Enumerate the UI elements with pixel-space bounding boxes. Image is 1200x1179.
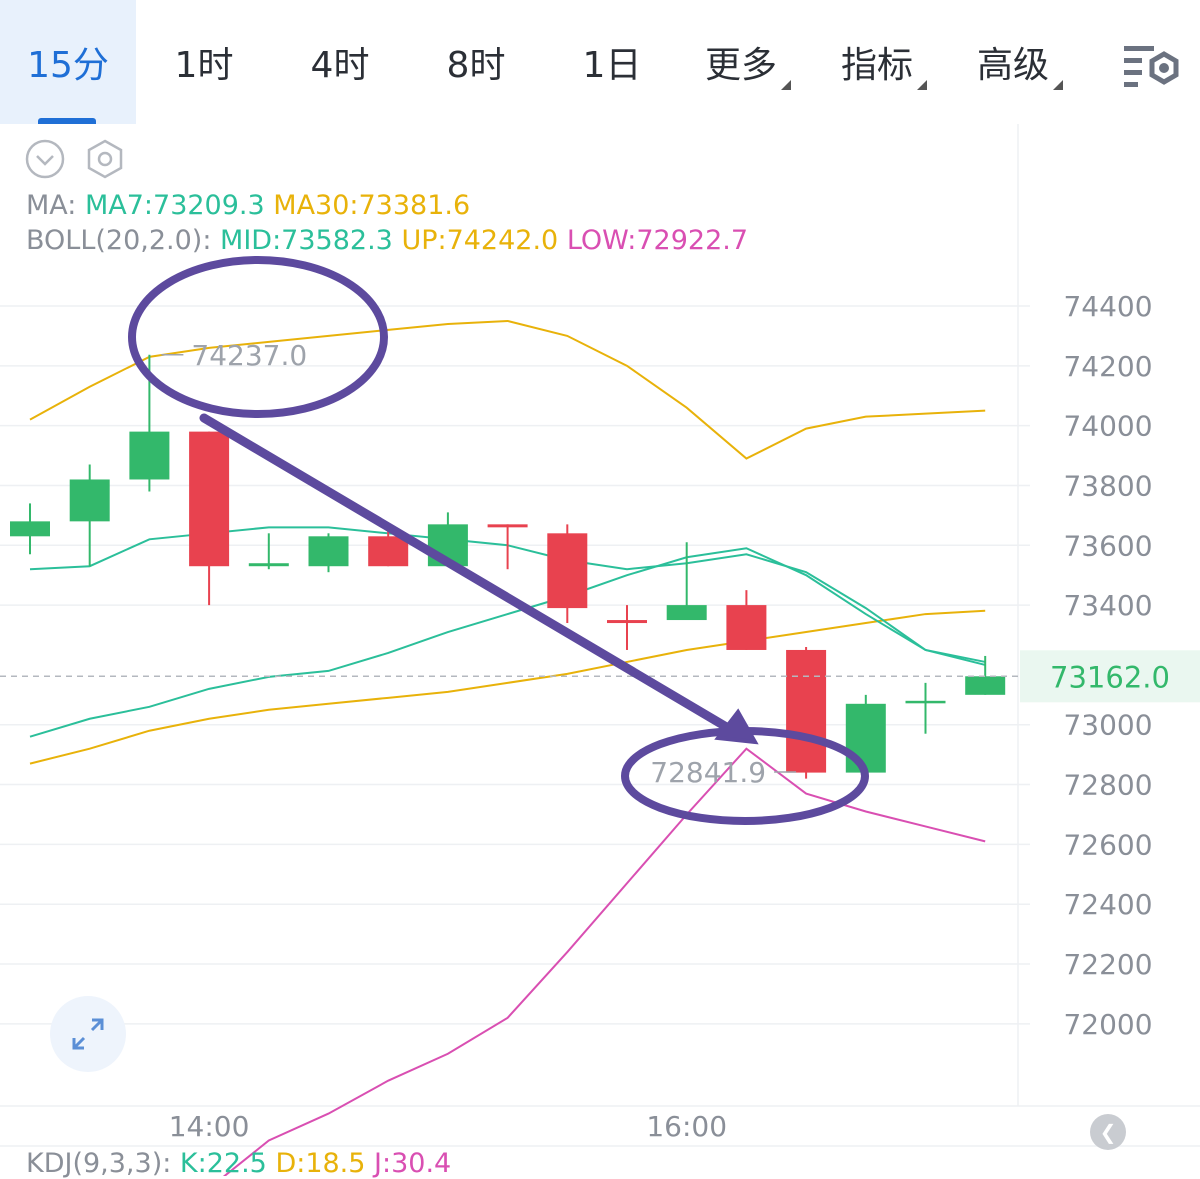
boll-legend-prefix: BOLL(20,2.0): — [26, 225, 212, 256]
annotation-arrow-shaft — [199, 413, 750, 743]
low-marker-label: 72841.9 — [650, 756, 766, 789]
candle-up — [905, 700, 946, 704]
kdj-k-value: K:22.5 — [179, 1148, 267, 1179]
dropdown-caret-icon — [1053, 80, 1063, 90]
candle-down — [547, 533, 588, 609]
tab-label: 指标 — [840, 45, 913, 86]
y-tick-label: 74400 — [1063, 290, 1152, 323]
tab-label: 1时 — [174, 45, 234, 86]
dropdown-caret-icon — [781, 80, 791, 90]
kdj-legend: KDJ(9,3,3): K:22.5 D:18.5 J:30.4 — [26, 1148, 451, 1179]
ma7-value: MA7:73209.3 — [84, 190, 265, 221]
tab-label: 8时 — [446, 45, 506, 86]
tab-0[interactable]: 15分 — [0, 0, 136, 124]
candle-down — [786, 649, 827, 773]
tab-4[interactable]: 1日 — [544, 0, 680, 124]
boll-up-value: UP:74242.0 — [401, 225, 559, 256]
y-tick-label: 73400 — [1063, 589, 1152, 622]
candle-down — [368, 536, 409, 567]
boll-up-line — [29, 319, 986, 460]
y-tick-label: 72400 — [1063, 888, 1152, 921]
timeframe-toolbar: 15分 1时 4时 8时 1日 更多 指标 高级 — [0, 0, 1200, 124]
tab-label: 1日 — [582, 45, 642, 86]
y-tick-label: 73600 — [1063, 529, 1152, 562]
candle-up — [845, 703, 886, 773]
tab-1[interactable]: 1时 — [136, 0, 272, 124]
tab-label: 15分 — [27, 45, 109, 86]
y-tick-label: 72000 — [1063, 1008, 1152, 1041]
ma-legend: MA: MA7:73209.3 MA30:73381.6 — [26, 190, 470, 221]
candlestick-chart[interactable]: 74400 74200 74000 73800 73600 73400 73000 72800… — [0, 124, 1200, 1176]
chart-settings-icon[interactable] — [1122, 40, 1182, 96]
annotation-arrow-head — [714, 708, 759, 745]
kdj-j-value: J:30.4 — [374, 1148, 452, 1179]
boll-low-value: LOW:72922.7 — [566, 225, 749, 256]
high-marker-label: 74237.0 — [191, 339, 307, 372]
indicator-settings-icon[interactable] — [84, 138, 126, 180]
boll-mid-value: MID:73582.3 — [220, 225, 393, 256]
candle-down — [487, 524, 528, 528]
candle-up — [965, 676, 1006, 695]
candle-up — [69, 479, 110, 522]
current-price-label: 73162.0 — [1050, 660, 1170, 694]
x-tick-label: 14:00 — [169, 1110, 250, 1143]
boll-legend: BOLL(20,2.0): MID:73582.3 UP:74242.0 LOW… — [26, 225, 748, 256]
expand-icon — [72, 1018, 104, 1050]
kdj-d-value: D:18.5 — [275, 1148, 366, 1179]
annotation-high-circle — [128, 256, 388, 418]
overlay-controls — [24, 138, 126, 180]
tab-7[interactable]: 高级 — [952, 0, 1088, 124]
collapse-icon[interactable] — [24, 138, 66, 180]
y-tick-label: 74200 — [1063, 350, 1152, 383]
y-tick-label: 73000 — [1063, 709, 1152, 742]
scroll-to-latest-button[interactable]: ❮ — [1090, 1114, 1126, 1150]
y-tick-label: 72600 — [1063, 828, 1152, 861]
y-tick-label: 72800 — [1063, 769, 1152, 802]
candle-up — [248, 563, 289, 567]
ma30-value: MA30:73381.6 — [273, 190, 471, 221]
candle-up — [666, 605, 707, 621]
current-price-tag — [1020, 650, 1200, 703]
candle-up — [308, 536, 349, 567]
ma7-line — [29, 547, 986, 738]
tab-6[interactable]: 指标 — [816, 0, 952, 124]
active-tab-indicator — [38, 118, 96, 124]
kdj-legend-prefix: KDJ(9,3,3): — [26, 1148, 172, 1179]
tab-5[interactable]: 更多 — [680, 0, 816, 124]
dropdown-caret-icon — [917, 80, 927, 90]
y-tick-label: 72200 — [1063, 948, 1152, 981]
tab-2[interactable]: 4时 — [272, 0, 408, 124]
y-tick-label: 74000 — [1063, 410, 1152, 443]
boll-low-line — [222, 747, 986, 1176]
ma30-line — [29, 609, 986, 765]
ma-legend-prefix: MA: — [26, 190, 77, 221]
x-tick-label: 16:00 — [646, 1110, 727, 1143]
tab-3[interactable]: 8时 — [408, 0, 544, 124]
scroll-to-latest-icon: ❮ — [1099, 1120, 1117, 1144]
expand-chart-button[interactable] — [50, 996, 126, 1072]
tab-label: 高级 — [976, 45, 1049, 86]
tab-label: 4时 — [310, 45, 370, 86]
candle-up — [10, 521, 50, 537]
candle-up — [129, 431, 170, 480]
candle-down — [189, 431, 230, 567]
tab-label: 更多 — [704, 45, 777, 86]
candle-down — [607, 620, 647, 624]
y-tick-label: 73800 — [1063, 469, 1152, 502]
candle-down — [726, 605, 767, 650]
